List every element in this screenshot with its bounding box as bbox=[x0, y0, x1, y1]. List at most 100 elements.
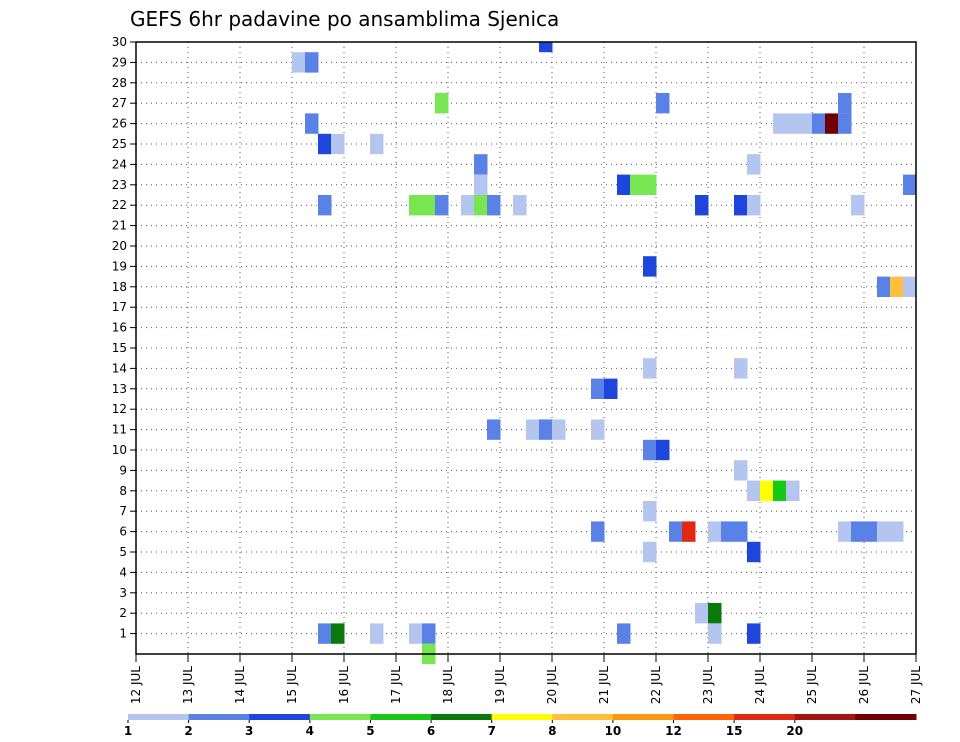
precip-cell bbox=[539, 419, 553, 440]
colorbar-label: 15 bbox=[726, 724, 743, 738]
precip-cell bbox=[747, 541, 761, 563]
precip-cell bbox=[734, 460, 748, 481]
precip-cell bbox=[474, 195, 488, 216]
colorbar-swatch bbox=[612, 714, 675, 720]
precip-cell bbox=[591, 378, 605, 399]
x-tick-label: 24 JUL bbox=[753, 666, 767, 704]
precip-cell bbox=[305, 113, 319, 134]
colorbar-swatch bbox=[734, 714, 796, 720]
y-tick-label: 25 bbox=[112, 137, 127, 151]
precip-cell bbox=[474, 154, 488, 175]
precip-cell bbox=[292, 52, 306, 73]
precip-cell bbox=[643, 358, 657, 379]
precip-cell bbox=[435, 195, 449, 216]
y-tick-label: 27 bbox=[112, 96, 127, 110]
precip-cell bbox=[734, 195, 748, 216]
precip-cell bbox=[695, 195, 709, 216]
y-tick-label: 11 bbox=[112, 423, 127, 437]
precip-cell bbox=[851, 195, 865, 216]
x-tick-label: 16 JUL bbox=[337, 666, 351, 704]
precip-cell bbox=[903, 276, 917, 297]
precip-cell bbox=[331, 133, 345, 155]
precip-cell bbox=[890, 276, 904, 297]
y-tick-label: 20 bbox=[112, 239, 127, 253]
precip-cell bbox=[838, 93, 852, 114]
precip-cell bbox=[786, 113, 800, 134]
x-tick-label: 20 JUL bbox=[545, 666, 559, 704]
precip-cell bbox=[747, 154, 761, 175]
colorbar-label: 8 bbox=[548, 724, 556, 738]
x-tick-label: 25 JUL bbox=[805, 666, 819, 704]
x-tick-label: 27 JUL bbox=[909, 666, 923, 704]
precip-cell bbox=[643, 439, 657, 461]
y-tick-label: 9 bbox=[119, 463, 127, 477]
precip-cell bbox=[825, 113, 839, 134]
colorbar-label: 3 bbox=[245, 724, 253, 738]
x-tick-label: 23 JUL bbox=[701, 666, 715, 704]
y-tick-label: 17 bbox=[112, 300, 127, 314]
precip-cell bbox=[708, 521, 722, 542]
precip-cell bbox=[617, 174, 631, 195]
x-tick-label: 18 JUL bbox=[441, 666, 455, 704]
precip-cell bbox=[318, 133, 332, 155]
colorbar: 1 2 3 4 5 6 7 8 10 12 15 20 bbox=[124, 714, 917, 738]
precip-cell bbox=[591, 521, 605, 542]
precip-cell bbox=[409, 623, 423, 644]
colorbar-swatch bbox=[128, 714, 190, 720]
y-tick-label: 30 bbox=[112, 35, 127, 49]
precip-cell bbox=[643, 256, 657, 277]
precip-cell bbox=[370, 133, 384, 155]
precip-cell bbox=[422, 623, 436, 644]
precip-cell bbox=[370, 623, 384, 644]
precip-cell bbox=[643, 541, 657, 563]
precip-cell bbox=[617, 623, 631, 644]
precip-cell bbox=[487, 419, 501, 440]
precip-cell bbox=[539, 42, 553, 53]
precip-cell bbox=[786, 480, 800, 501]
precip-cell bbox=[318, 623, 332, 644]
precip-cell bbox=[721, 521, 735, 542]
y-tick-label: 28 bbox=[112, 76, 127, 90]
colorbar-label: 20 bbox=[786, 724, 803, 738]
colorbar-swatch bbox=[673, 714, 735, 720]
y-tick-label: 2 bbox=[119, 606, 127, 620]
y-tick-label: 4 bbox=[119, 565, 127, 579]
precip-cell bbox=[435, 93, 449, 114]
precip-cell bbox=[695, 603, 709, 624]
y-tick-label: 19 bbox=[112, 259, 127, 273]
precip-cell bbox=[656, 93, 670, 114]
y-tick-label: 12 bbox=[112, 402, 127, 416]
x-tick-label: 14 JUL bbox=[233, 666, 247, 704]
colorbar-label: 4 bbox=[306, 724, 314, 738]
y-tick-label: 21 bbox=[112, 219, 127, 233]
colorbar-label: 12 bbox=[665, 724, 682, 738]
precip-cell bbox=[747, 480, 761, 501]
colorbar-label: 6 bbox=[427, 724, 435, 738]
precip-cell bbox=[409, 195, 423, 216]
y-tick-label: 6 bbox=[119, 525, 127, 539]
colorbar-swatch bbox=[431, 714, 493, 720]
precip-cell bbox=[851, 521, 865, 542]
precip-cell bbox=[682, 521, 696, 542]
precip-cell bbox=[734, 358, 748, 379]
data-cells bbox=[292, 42, 917, 665]
chart-title: GEFS 6hr padavine po ansamblima Sjenica bbox=[130, 7, 559, 31]
colorbar-swatch bbox=[552, 714, 614, 720]
colorbar-swatch bbox=[370, 714, 432, 720]
precip-cell bbox=[864, 521, 878, 542]
precip-cell bbox=[526, 419, 540, 440]
precip-cell bbox=[669, 521, 683, 542]
precip-cell bbox=[487, 195, 501, 216]
precip-cell bbox=[591, 419, 605, 440]
x-tick-label: 26 JUL bbox=[857, 666, 871, 704]
x-tick-label: 21 JUL bbox=[597, 666, 611, 704]
y-tick-label: 29 bbox=[112, 55, 127, 69]
precip-cell bbox=[734, 521, 748, 542]
colorbar-label: 10 bbox=[605, 724, 622, 738]
precip-cell bbox=[747, 623, 761, 644]
y-tick-label: 26 bbox=[112, 117, 127, 131]
precip-cell bbox=[812, 113, 826, 134]
y-tick-label: 24 bbox=[112, 157, 127, 171]
x-tick-label: 22 JUL bbox=[649, 666, 663, 704]
